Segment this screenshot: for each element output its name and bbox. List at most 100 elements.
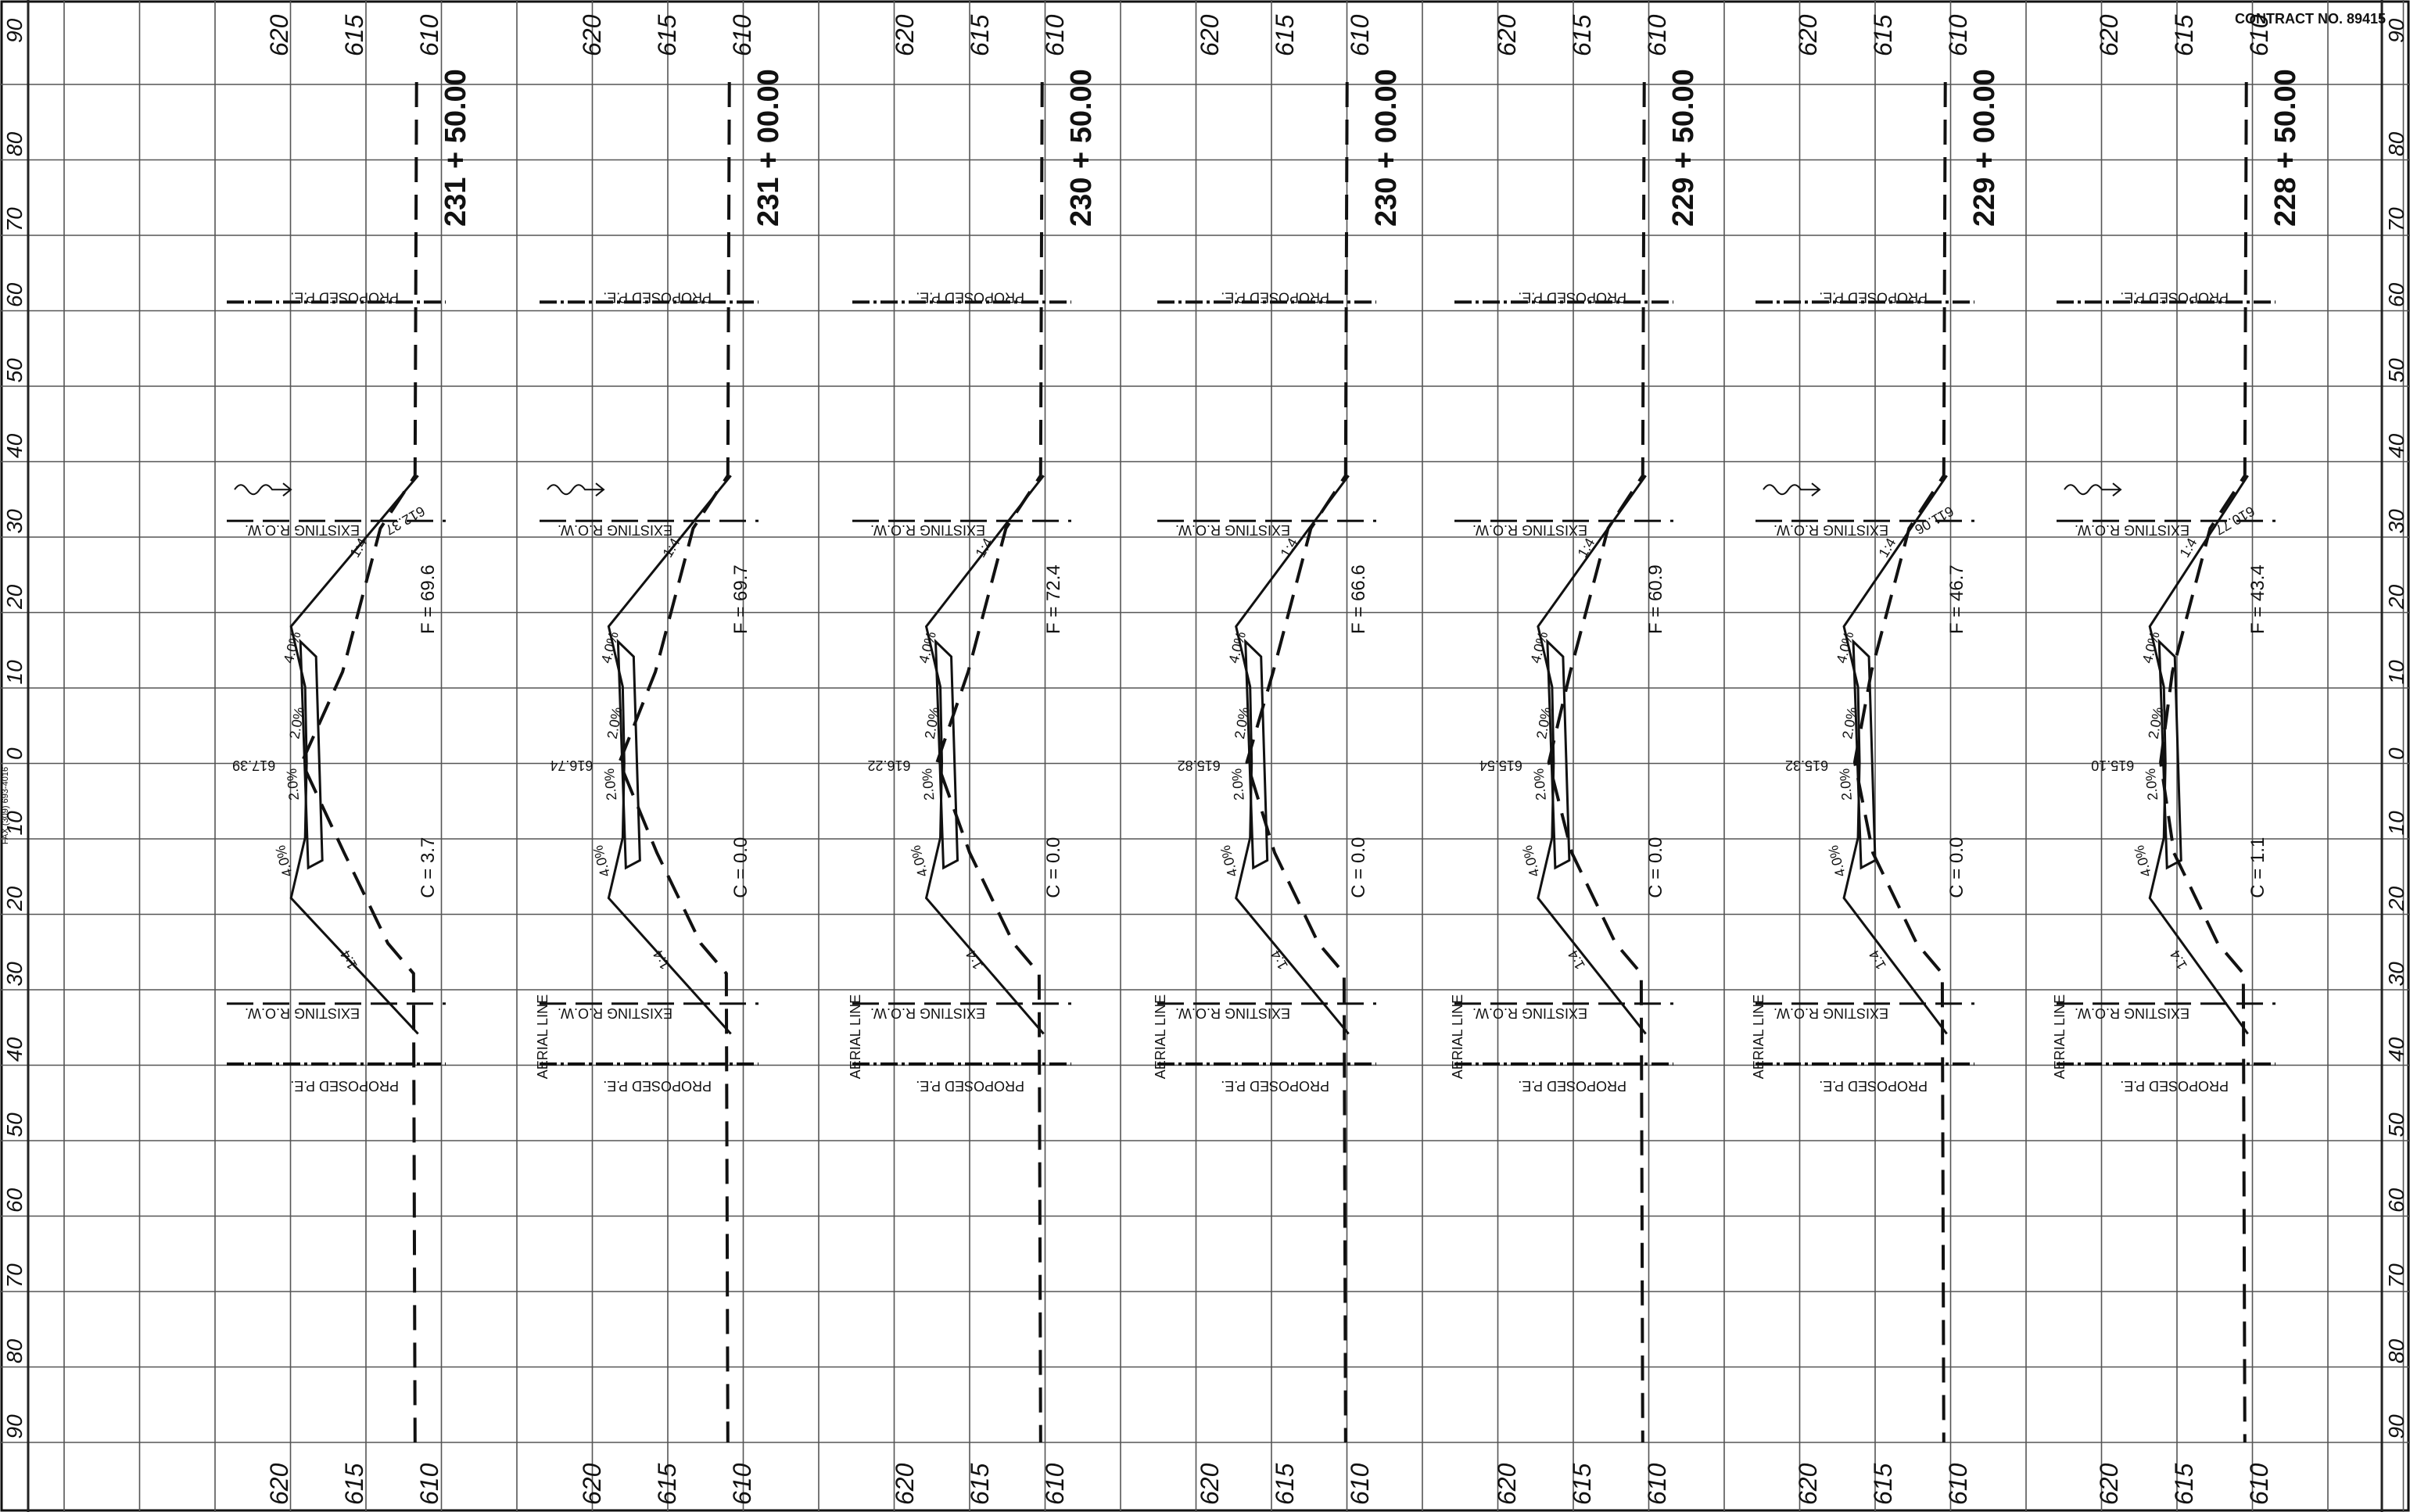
side-slope-label: 1:4 <box>1876 536 1899 561</box>
offset-label-right: 20 <box>2384 886 2408 912</box>
proposed-pe-label: PROPOSED P.E. <box>1819 289 1928 305</box>
elevation-label-bottom: 615 <box>1271 1463 1299 1505</box>
offset-label-right: 60 <box>2384 282 2408 307</box>
elevation-label-top: 610 <box>1643 14 1671 56</box>
centerline-elevation: 616.22 <box>867 758 910 773</box>
elevation-label-bottom: 610 <box>415 1463 443 1505</box>
existing-row-label: EXISTING R.O.W. <box>870 1005 985 1021</box>
offset-label-right: 30 <box>2384 509 2408 534</box>
proposed-template <box>1235 475 1350 1035</box>
fill-value: F = 43.4 <box>2247 564 2268 634</box>
offset-label-right: 70 <box>2384 207 2408 232</box>
proposed-template <box>924 475 1045 1035</box>
side-slope-label: 1:4 <box>1565 948 1588 973</box>
elevation-label-top: 620 <box>1794 14 1822 56</box>
centerline-elevation: 615.54 <box>1479 758 1522 773</box>
proposed-pe-label: PROPOSED P.E. <box>2120 1078 2229 1094</box>
elevation-label-top: 610 <box>1041 14 1069 56</box>
side-slope-label: 1:4 <box>963 948 986 973</box>
offset-label-left: 30 <box>2 962 27 987</box>
existing-row-label: EXISTING R.O.W. <box>2075 522 2189 538</box>
offset-label-left: 10 <box>2 811 27 836</box>
elevation-label-bottom: 610 <box>2245 1463 2273 1505</box>
elevation-label-bottom: 620 <box>1794 1463 1822 1505</box>
proposed-pe-label: PROPOSED P.E. <box>1221 289 1329 305</box>
offset-label-right: 60 <box>2384 1188 2408 1213</box>
elevation-label-top: 615 <box>340 14 368 56</box>
elevation-label-top: 615 <box>966 14 994 56</box>
side-slope-label: 1:4 <box>1866 948 1889 973</box>
contract-number: CONTRACT NO. 89415 <box>2235 11 2386 27</box>
pavement-section <box>1546 638 1571 870</box>
slope-inner-label: 2.0% <box>1228 768 1247 801</box>
offset-label-left: 70 <box>2 1263 27 1288</box>
offset-label-left: 20 <box>2 584 27 610</box>
offset-label-right: 20 <box>2384 584 2408 610</box>
proposed-template <box>289 475 419 1035</box>
existing-ground-line <box>1852 81 1947 1443</box>
centerline-elevation: 615.10 <box>2091 758 2134 773</box>
existing-ground-line <box>1547 81 1646 1443</box>
existing-row-label: EXISTING R.O.W. <box>558 1005 672 1021</box>
elevation-label-bottom: 610 <box>1041 1463 1069 1505</box>
cut-value: C = 0.0 <box>1348 837 1369 898</box>
proposed-pe-label: PROPOSED P.E. <box>916 1078 1024 1094</box>
station-label: 229 + 50.00 <box>1667 69 1700 227</box>
pavement-section <box>1244 638 1269 870</box>
existing-row-label: EXISTING R.O.W. <box>1472 522 1587 538</box>
existing-row-label: EXISTING R.O.W. <box>1773 522 1888 538</box>
proposed-pe-label: PROPOSED P.E. <box>1221 1078 1329 1094</box>
offset-label-right: 0 <box>2384 747 2408 760</box>
fill-value: F = 60.9 <box>1645 564 1666 634</box>
elevation-label-top: 620 <box>1493 14 1521 56</box>
cut-value: C = 0.0 <box>730 837 751 898</box>
elevation-label-bottom: 615 <box>340 1463 368 1505</box>
existing-row-label: EXISTING R.O.W. <box>245 1005 360 1021</box>
offset-label-left: 90 <box>2 18 27 43</box>
axis-labels: 90 90 80 80 70 70 60 60 50 50 40 40 30 30 20 20 10 10 0 0 10… <box>2 18 2408 1439</box>
existing-ground-line <box>1245 81 1349 1443</box>
proposed-pe-label: PROPOSED P.E. <box>290 1078 399 1094</box>
existing-row-label: EXISTING R.O.W. <box>1175 522 1290 538</box>
elevation-label-top: 615 <box>1271 14 1299 56</box>
slope-outer-label: 4.0% <box>1218 844 1241 879</box>
station-label: 228 + 50.00 <box>2269 69 2302 227</box>
cut-value: C = 0.0 <box>1645 837 1666 898</box>
elevation-label-bottom: 620 <box>578 1463 606 1505</box>
offset-label-right: 70 <box>2384 1263 2408 1288</box>
slope-inner-label: 2.0% <box>2143 768 2161 801</box>
offset-label-left: 70 <box>2 207 27 232</box>
offset-label-right: 30 <box>2384 962 2408 987</box>
elevation-label-top: 620 <box>578 14 606 56</box>
elevation-label-top: 615 <box>653 14 681 56</box>
existing-ground-line <box>2159 81 2248 1443</box>
elevation-label-bottom: 615 <box>1869 1463 1897 1505</box>
pavement-section <box>616 638 641 870</box>
pavement-section <box>2157 638 2182 870</box>
offset-label-right: 80 <box>2384 1338 2408 1363</box>
proposed-pe-label: PROPOSED P.E. <box>1518 1078 1626 1094</box>
offset-label-left: 50 <box>2 358 27 383</box>
offset-label-right: 50 <box>2384 1113 2408 1138</box>
elevation-label-top: 610 <box>2245 14 2273 56</box>
slope-inner-label: 2.0% <box>1837 768 1856 801</box>
slope-inner-label: 2.0% <box>919 768 938 801</box>
elevation-label-bottom: 610 <box>1643 1463 1671 1505</box>
elevation-label-top: 620 <box>2095 14 2123 56</box>
flow-arrow-icon <box>234 482 292 496</box>
elevation-label-bottom: 620 <box>265 1463 293 1505</box>
side-slope-label: 1:4 <box>650 948 673 973</box>
existing-row-label: EXISTING R.O.W. <box>870 522 985 538</box>
offset-label-right: 80 <box>2384 131 2408 156</box>
aerial-line-label: AERIAL LINE <box>535 994 550 1079</box>
proposed-pe-label: PROPOSED P.E. <box>603 1078 712 1094</box>
existing-row-label: EXISTING R.O.W. <box>245 522 360 538</box>
elevation-label-top: 620 <box>891 14 919 56</box>
elevation-label-bottom: 610 <box>1346 1463 1374 1505</box>
slope-outer-label: 4.0% <box>907 844 931 879</box>
